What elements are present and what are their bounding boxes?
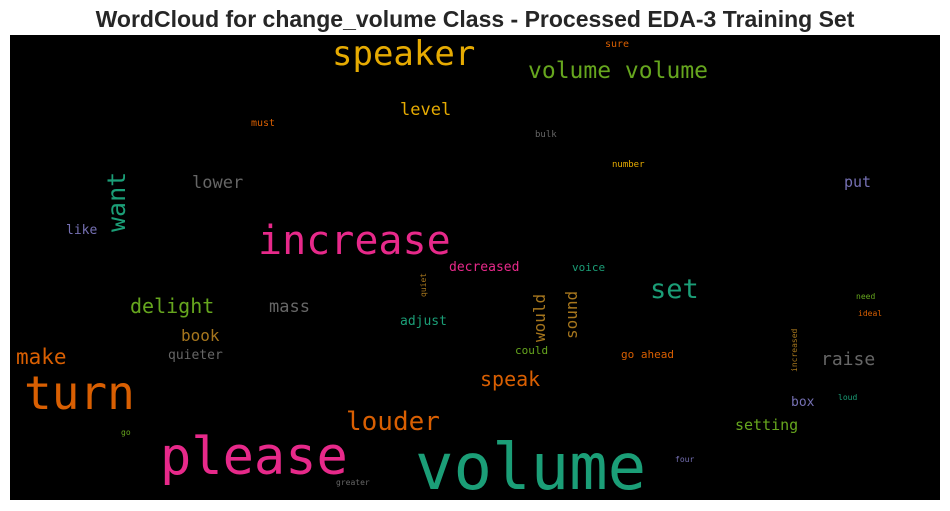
word-ideal: ideal bbox=[858, 309, 883, 318]
word-louder: louder bbox=[346, 407, 440, 437]
word-sure: sure bbox=[605, 39, 630, 50]
word-go: go bbox=[121, 428, 131, 437]
word-decreased: decreased bbox=[449, 260, 520, 275]
wordcloud-canvas: volume please increase turn speaker volu… bbox=[10, 35, 940, 500]
word-mass: mass bbox=[269, 297, 310, 317]
word-loud: loud bbox=[838, 393, 858, 402]
word-volume-volume: volume volume bbox=[528, 58, 709, 84]
word-volume: volume bbox=[415, 431, 647, 500]
word-four: four bbox=[675, 455, 695, 464]
word-quiet: quiet bbox=[419, 272, 428, 297]
word-raise: raise bbox=[821, 349, 876, 370]
word-go-ahead: go ahead bbox=[621, 348, 674, 361]
word-speak: speak bbox=[480, 367, 541, 391]
word-must: must bbox=[251, 118, 276, 129]
word-would: would bbox=[530, 293, 549, 342]
word-set: set bbox=[650, 274, 699, 305]
word-sound: sound bbox=[562, 290, 581, 339]
word-turn: turn bbox=[24, 366, 135, 420]
word-book: book bbox=[181, 326, 220, 345]
word-quieter: quieter bbox=[168, 348, 223, 363]
wordcloud-title: WordCloud for change_volume Class - Proc… bbox=[95, 6, 855, 32]
word-please: please bbox=[160, 427, 348, 487]
word-put: put bbox=[844, 173, 872, 191]
word-speaker: speaker bbox=[332, 35, 476, 74]
word-box: box bbox=[791, 395, 815, 410]
word-greater: greater bbox=[336, 478, 370, 487]
word-bulk: bulk bbox=[535, 130, 557, 140]
word-lower: lower bbox=[192, 173, 244, 193]
word-delight: delight bbox=[130, 294, 215, 318]
word-need: need bbox=[856, 292, 876, 301]
word-level: level bbox=[400, 100, 452, 120]
word-increase: increase bbox=[258, 218, 451, 264]
word-like: like bbox=[66, 223, 98, 238]
word-voice: voice bbox=[572, 261, 606, 274]
word-could: could bbox=[515, 344, 549, 357]
word-increased: increased bbox=[790, 328, 799, 372]
word-number: number bbox=[612, 160, 645, 170]
word-adjust: adjust bbox=[400, 314, 447, 329]
word-make: make bbox=[16, 345, 67, 369]
word-setting: setting bbox=[735, 416, 799, 434]
word-want: want bbox=[102, 171, 131, 232]
